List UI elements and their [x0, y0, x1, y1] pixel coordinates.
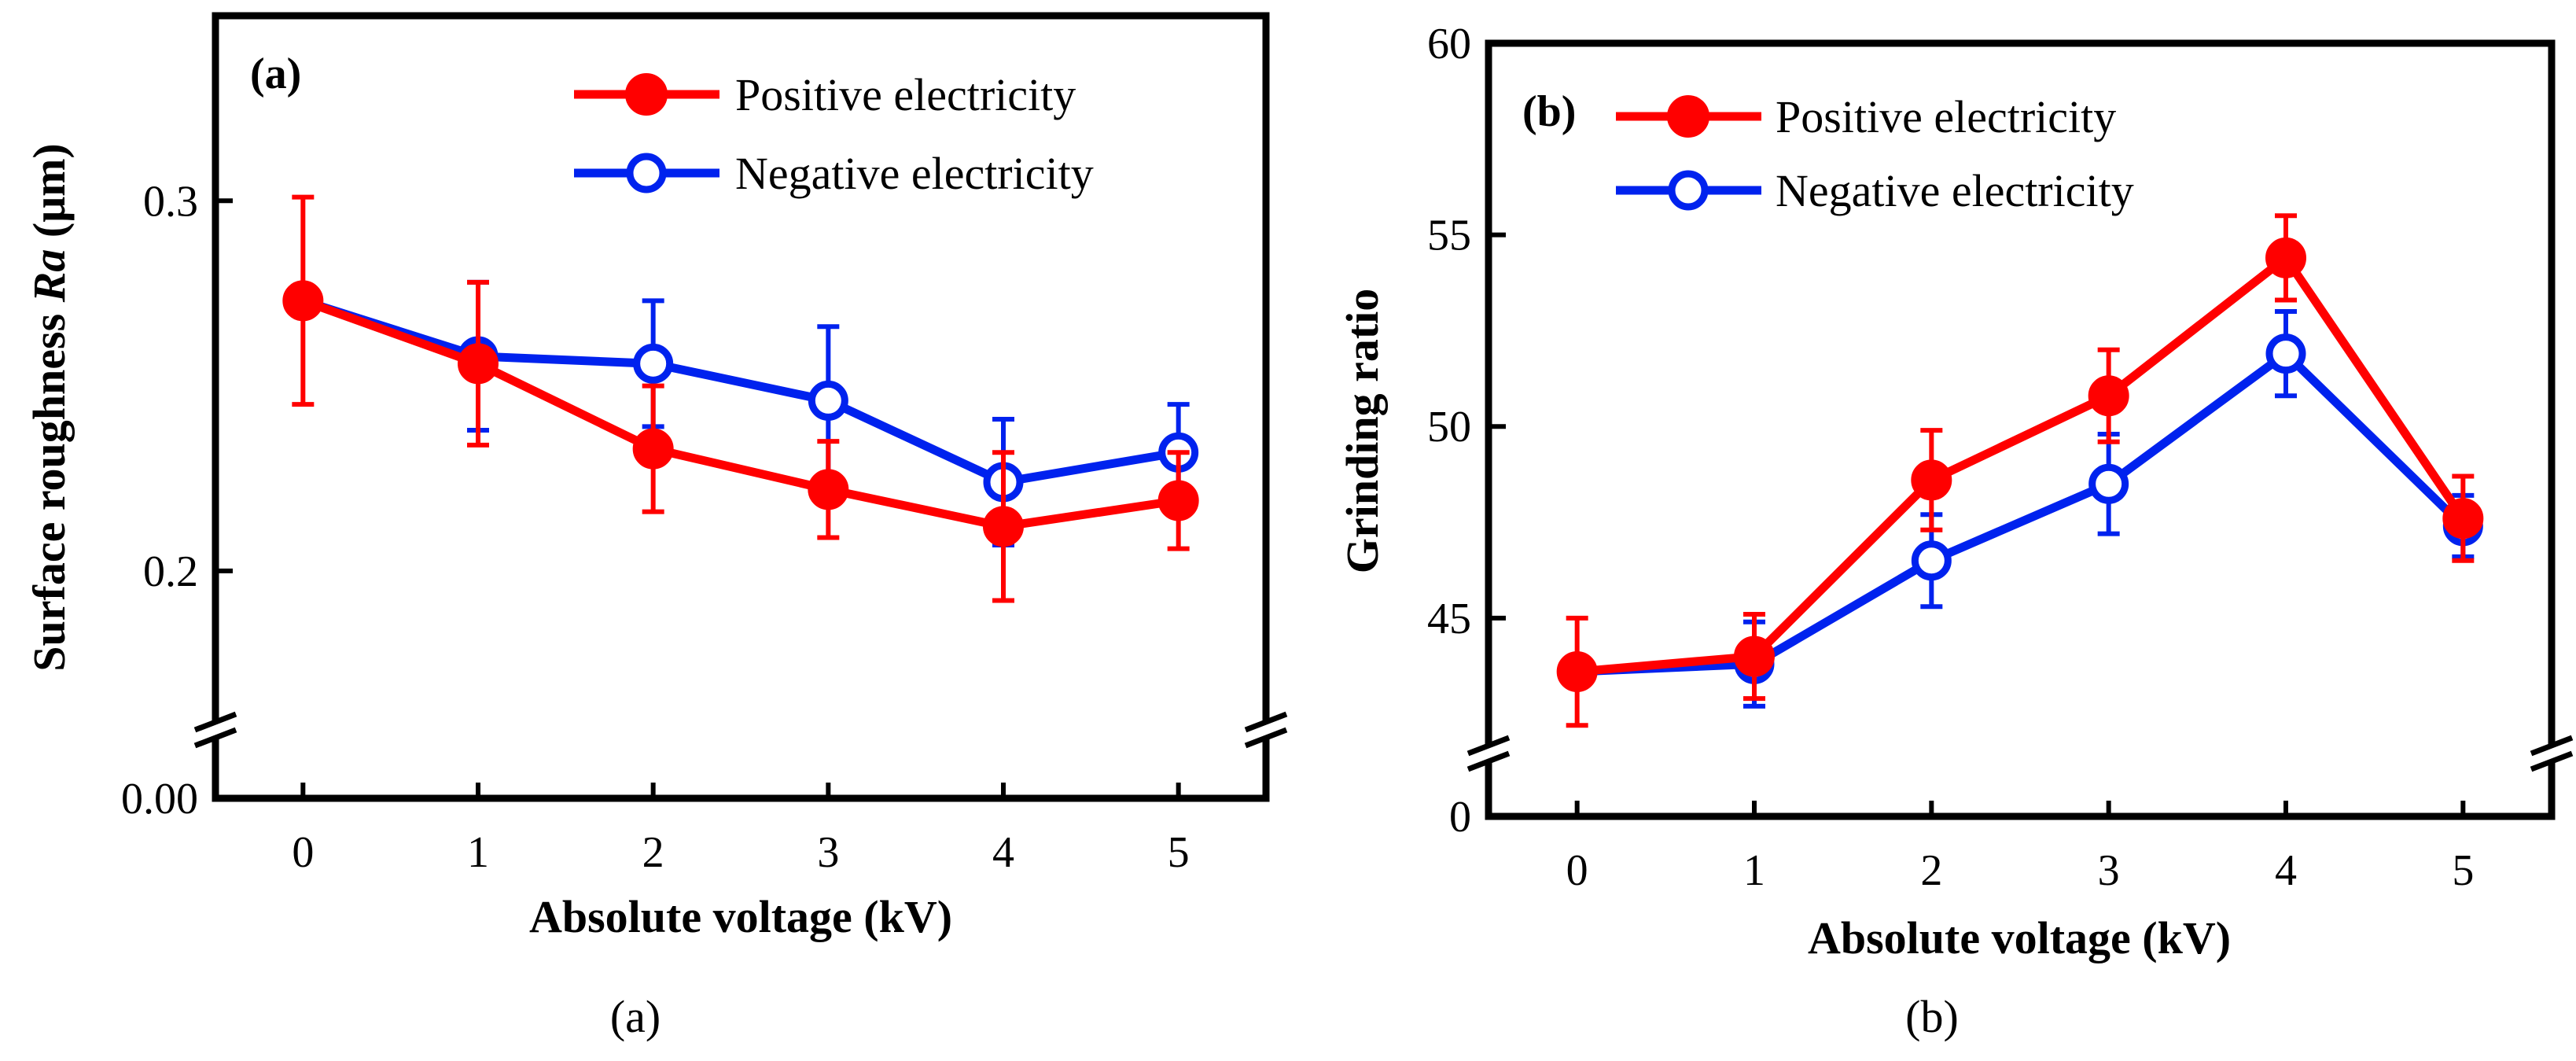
- panel-b-negative-point: [2088, 463, 2129, 504]
- panel-a-positive-point: [282, 280, 324, 322]
- panel-b-y-tick-label: 60: [1427, 20, 1471, 68]
- panel-b-chart: (b) Absolute voltage (kV) Grinding ratio…: [1337, 20, 2574, 963]
- panel-b-negative-point: [2265, 333, 2306, 374]
- panel-a-legend: Positive electricity Negative electricit…: [574, 69, 1094, 199]
- caption-a: (a): [610, 991, 661, 1042]
- panel-a-negative-series-line: [301, 297, 1179, 487]
- panel-b-positive-point: [1734, 635, 1775, 677]
- panel-b-negative-point: [1911, 540, 1952, 581]
- panel-b-legend: Positive electricity Negative electricit…: [1616, 91, 2134, 216]
- panel-b-positive-series-line: [1577, 253, 2467, 676]
- panel-a-x-tick-label: 1: [467, 828, 489, 877]
- panel-a-positive-series-line: [301, 297, 1179, 531]
- legend-negative-marker: [1668, 170, 1709, 211]
- panel-b-negative-series-line: [1577, 349, 2467, 676]
- panel-b-x-tick-label: 5: [2452, 846, 2474, 895]
- panel-a-x-axis-title: Absolute voltage (kV): [529, 891, 952, 942]
- panel-a-axis-break-mark: [193, 727, 237, 749]
- panel-a-y-axis-title: Surface roughness Ra (μm): [24, 143, 75, 671]
- panel-a-y-break-label: 0.00: [121, 775, 198, 823]
- panel-a-x-tick-label: 0: [292, 828, 314, 877]
- panel-b-x-tick-label: 2: [1920, 846, 1942, 895]
- panel-b-axis-break-mark: [2530, 735, 2574, 757]
- panel-a-axis-break-mark: [1244, 711, 1288, 733]
- panel-a-positive-point: [983, 506, 1024, 547]
- legend-negative-label: Negative electricity: [735, 148, 1094, 199]
- panel-b-positive-point: [1556, 651, 1598, 693]
- legend-negative-label: Negative electricity: [1776, 165, 2134, 216]
- panel-b-axis-break-mark: [1466, 750, 1511, 772]
- legend-positive-label: Positive electricity: [1776, 91, 2116, 142]
- panel-a-positive-point: [1157, 480, 1199, 521]
- panel-b-label: (b): [1522, 87, 1576, 136]
- panel-b-y-tick-label: 55: [1427, 212, 1471, 260]
- panel-a-x-tick-label: 2: [642, 828, 664, 877]
- panel-b-x-tick-label: 3: [2098, 846, 2120, 895]
- panel-b-axis-break-mark: [2530, 750, 2574, 772]
- panel-b-positive-point: [2442, 498, 2484, 540]
- panel-a-x-tick-label: 4: [992, 828, 1014, 877]
- legend-positive-marker: [1667, 95, 1709, 138]
- panel-b-y-tick-label: 50: [1427, 403, 1471, 451]
- panel-a-y-tick-label: 0.3: [143, 177, 198, 226]
- panel-a-positive-point: [458, 343, 499, 385]
- panel-a-chart: (a) Absolute voltage (kV) Surface roughn…: [24, 12, 1288, 942]
- panel-a-axis-break-mark: [193, 711, 237, 733]
- panel-b-y-axis-title: Grinding ratio: [1337, 289, 1388, 574]
- panel-b-plot-frame: [1485, 39, 2556, 820]
- panel-b-y-tick-label: 45: [1427, 595, 1471, 643]
- panel-a-positive-point: [632, 428, 674, 470]
- panel-a-x-tick-label: 5: [1168, 828, 1190, 877]
- panel-a-negative-point: [633, 343, 674, 384]
- legend-positive-label: Positive electricity: [735, 69, 1076, 120]
- panel-b-positive-point: [2088, 375, 2129, 417]
- panel-b-x-tick-label: 1: [1743, 846, 1765, 895]
- panel-b-x-axis-title: Absolute voltage (kV): [1808, 912, 2231, 963]
- panel-a-x-tick-label: 3: [817, 828, 839, 877]
- legend-positive-marker: [625, 73, 668, 116]
- panel-b-x-tick-label: 4: [2275, 846, 2297, 895]
- panel-a-plot-frame: [212, 12, 1270, 802]
- panel-b-positive-point: [2265, 237, 2306, 278]
- panel-b-positive-point: [1911, 459, 1952, 501]
- panel-b-y-break-label: 0: [1449, 793, 1471, 842]
- panel-b-x-tick-label: 0: [1566, 846, 1588, 895]
- panel-a-axis-break-mark: [1244, 727, 1288, 749]
- legend-negative-marker: [626, 153, 667, 193]
- panel-a-positive-point: [808, 469, 849, 510]
- panel-b-axis-break-mark: [1466, 735, 1511, 757]
- panel-a-y-tick-label: 0.2: [143, 547, 198, 596]
- caption-b: (b): [1905, 991, 1959, 1042]
- panel-a-negative-point: [808, 380, 848, 421]
- panel-a-label: (a): [250, 50, 301, 98]
